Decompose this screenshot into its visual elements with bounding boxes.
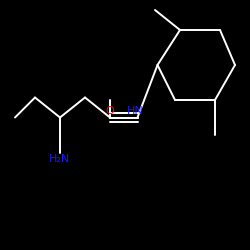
Text: O: O: [106, 106, 114, 116]
Text: H₂N: H₂N: [50, 154, 71, 164]
Text: HN: HN: [127, 106, 144, 116]
